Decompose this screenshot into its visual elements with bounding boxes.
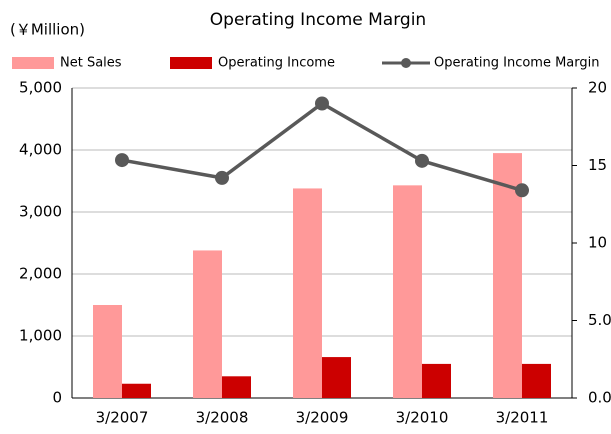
line-marker: [415, 153, 429, 168]
legend-swatch: [12, 57, 54, 69]
line-marker: [315, 96, 329, 111]
unit-label: (￥Million): [10, 21, 85, 39]
y-tick-label: 4,000: [19, 141, 62, 159]
y2-tick-label: 20: [588, 79, 607, 97]
y-tick-label: 0: [52, 389, 62, 407]
legend-marker: [401, 58, 411, 68]
x-tick-label: 3/2009: [296, 409, 349, 427]
bar: [222, 376, 251, 398]
bar: [193, 250, 222, 398]
x-tick-label: 3/2011: [496, 409, 549, 427]
bar: [93, 305, 122, 398]
y-tick-label: 1,000: [19, 327, 62, 345]
x-tick-label: 3/2010: [396, 409, 449, 427]
y2-tick-label: 0.0: [588, 389, 611, 407]
y-tick-label: 2,000: [19, 265, 62, 283]
bar: [322, 357, 351, 398]
line-marker: [515, 183, 529, 198]
line: [121, 101, 523, 192]
legend-label: Net Sales: [60, 56, 122, 71]
legend-label: Operating Income Margin: [434, 56, 600, 71]
x-tick-label: 3/2008: [196, 409, 249, 427]
bar: [422, 363, 451, 398]
x-tick-label: 3/2007: [96, 409, 149, 427]
legend-swatch: [170, 57, 212, 69]
bar: [293, 188, 322, 398]
line-marker: [215, 170, 229, 185]
bar: [122, 383, 151, 398]
y2-tick-label: 15: [588, 156, 607, 174]
bar: [522, 363, 551, 398]
bar: [393, 185, 422, 398]
chart-title: Operating Income Margin: [210, 10, 426, 30]
y2-tick-label: 10: [588, 234, 607, 252]
y-tick-label: 3,000: [19, 203, 62, 221]
y-tick-label: 5,000: [19, 79, 62, 97]
line-marker: [115, 153, 129, 168]
y2-tick-label: 5.0: [588, 311, 611, 329]
legend-label: Operating Income: [218, 56, 335, 71]
